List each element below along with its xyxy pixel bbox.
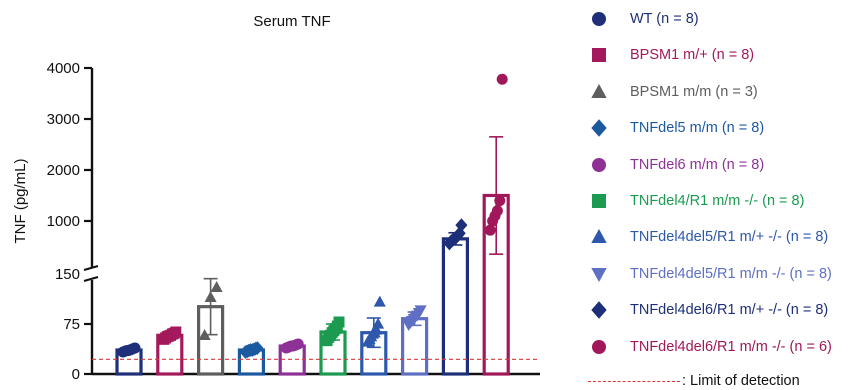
- y-axis-label: TNF (pg/mL): [12, 158, 29, 243]
- legend-marker: [592, 157, 606, 172]
- legend-entry: WT (n = 8): [588, 9, 699, 29]
- legend-label: TNFdel5 m/m (n = 8): [630, 120, 765, 137]
- legend-entry: TNFdel4del6/R1 m/+ -/- (n = 8): [588, 300, 828, 320]
- legend-entry: TNFdel4del5/R1 m/+ -/- (n = 8): [588, 227, 828, 247]
- y-tick-label: 2000: [47, 162, 80, 179]
- y-tick-label: 1000: [47, 213, 80, 230]
- legend-marker-icon: [591, 119, 607, 137]
- legend-marker-icon: [592, 157, 606, 172]
- data-point: [372, 317, 385, 329]
- legend-label: TNFdel4del5/R1 m/+ -/- (n = 8): [630, 229, 829, 246]
- legend-marker-icon: [592, 194, 606, 208]
- legend-entry: BPSM1 m/+ (n = 8): [588, 45, 754, 65]
- axis-break: [80, 265, 102, 282]
- legend-dashed-line: [588, 380, 680, 382]
- legend-marker: [592, 339, 606, 354]
- legend-label: BPSM1 m/m (n = 3): [630, 83, 758, 100]
- legend-label: BPSM1 m/+ (n = 8): [630, 47, 755, 64]
- legend-entry-limit-of-detection: : Limit of detection: [588, 372, 800, 390]
- data-point: [373, 295, 386, 307]
- legend-marker-icon: [592, 12, 606, 26]
- data-points: [117, 73, 508, 359]
- legend-label: WT (n = 8): [630, 11, 699, 27]
- legend-label: TNFdel4del6/R1 m/+ -/- (n = 8): [630, 302, 829, 319]
- legend-marker-icon: [592, 48, 606, 63]
- legend-marker-icon: [591, 229, 607, 244]
- legend-marker: [592, 12, 606, 26]
- legend-marker: [591, 301, 607, 319]
- legend-entry: TNFdel4del6/R1 m/m -/- (n = 6): [588, 337, 832, 357]
- legend-label: : Limit of detection: [682, 373, 800, 389]
- legend-marker-icon: [591, 301, 607, 319]
- data-point: [204, 291, 217, 303]
- legend-label: TNFdel4del6/R1 m/m -/- (n = 6): [630, 338, 832, 355]
- legend-entry: BPSM1 m/m (n = 3): [588, 82, 758, 102]
- data-point: [491, 205, 503, 217]
- legend-marker-icon: [591, 83, 607, 98]
- data-point: [414, 305, 427, 317]
- data-point: [292, 338, 304, 350]
- data-point: [496, 73, 508, 85]
- legend-marker: [591, 267, 607, 282]
- legend-label: TNFdel4/R1 m/m -/- (n = 8): [630, 193, 805, 209]
- data-point: [370, 323, 383, 335]
- legend-marker-icon: [592, 339, 606, 354]
- legend-entry: TNFdel6 m/m (n = 8): [588, 155, 764, 175]
- data-point: [170, 326, 182, 338]
- legend-entry: TNFdel5 m/m (n = 8): [588, 118, 764, 138]
- legend-entry: TNFdel4del5/R1 m/m -/- (n = 8): [588, 264, 832, 284]
- y-tick-label: 4000: [47, 60, 80, 77]
- legend-marker: [591, 229, 607, 244]
- data-point: [129, 342, 141, 354]
- bar: [401, 317, 429, 376]
- axis-break-mark: [83, 276, 99, 282]
- y-tick-label: 150: [55, 266, 80, 283]
- data-point: [453, 226, 466, 241]
- y-tick-label: 75: [63, 316, 80, 333]
- data-point: [494, 195, 506, 207]
- y-tick-label: 3000: [47, 111, 80, 128]
- legend-marker: [592, 194, 606, 208]
- legend-label: TNFdel6 m/m (n = 8): [630, 156, 765, 173]
- legend-marker: [592, 48, 606, 63]
- chart-title: Serum TNF: [253, 13, 330, 30]
- data-point: [333, 316, 345, 328]
- legend-marker-icon: [591, 267, 607, 282]
- axis-break-mark: [83, 265, 99, 271]
- legend-label: TNFdel4del5/R1 m/m -/- (n = 8): [630, 265, 832, 282]
- legend-marker: [591, 83, 607, 98]
- bar: [441, 237, 469, 376]
- data-point: [484, 224, 496, 236]
- legend-entry: TNFdel4/R1 m/m -/- (n = 8): [588, 191, 804, 211]
- data-point: [198, 329, 211, 341]
- legend-marker: [591, 119, 607, 137]
- data-point: [251, 341, 264, 355]
- data-point: [455, 218, 468, 232]
- data-point: [210, 281, 223, 293]
- y-tick-label: 0: [72, 366, 80, 383]
